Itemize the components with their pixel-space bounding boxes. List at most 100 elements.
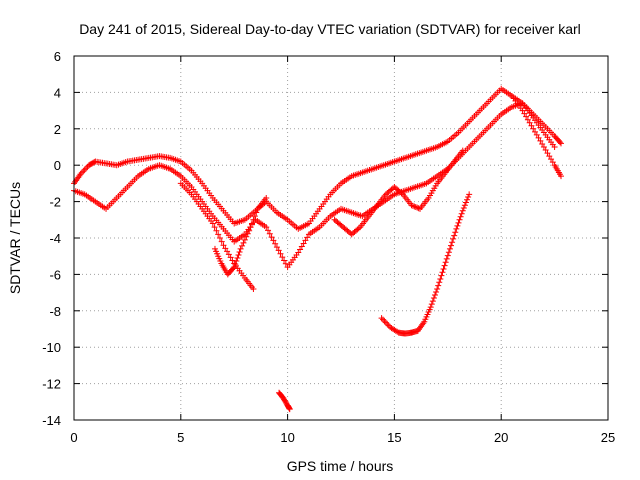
data-point (443, 255, 450, 262)
data-point (521, 110, 528, 117)
data-point (442, 259, 449, 266)
data-point (533, 131, 540, 138)
y-tick-label: 6 (54, 49, 61, 64)
data-point (455, 219, 462, 226)
data-point (266, 230, 273, 237)
data-point (441, 262, 448, 269)
data-point (302, 237, 309, 244)
series-track-isolated (276, 389, 293, 413)
series-track-late-spur (508, 93, 565, 180)
data-point (542, 147, 549, 154)
data-point (526, 119, 533, 126)
data-point (446, 245, 453, 252)
series-track-branch-b (211, 194, 270, 278)
data-point (297, 246, 304, 253)
y-tick-label: 0 (54, 158, 61, 173)
data-point (466, 191, 473, 198)
data-point (431, 292, 438, 299)
data-point (243, 233, 250, 240)
data-point (414, 204, 421, 211)
data-point (459, 147, 466, 154)
y-tick-label: -8 (49, 304, 61, 319)
data-point (216, 235, 223, 241)
data-point (281, 257, 288, 264)
data-point (452, 229, 459, 236)
y-tick-label: 4 (54, 85, 61, 100)
y-tick-label: 2 (54, 122, 61, 137)
data-point (250, 285, 257, 292)
data-point (215, 231, 222, 238)
data-point (231, 264, 238, 271)
data-point (434, 285, 441, 292)
data-point (304, 234, 311, 241)
data-point (530, 125, 537, 132)
data-point (445, 249, 452, 256)
data-point (222, 245, 229, 252)
data-point (460, 204, 467, 211)
x-tick-label: 25 (601, 430, 615, 445)
tick-labels: 0 5 10 15 20 25 -14 -12 -10 -8 -6 -4 -2 0 2 4 6 (42, 49, 615, 445)
data-point (209, 220, 216, 227)
data-point (532, 128, 539, 135)
data-point (433, 288, 440, 295)
data-point (415, 205, 422, 212)
data-point (253, 209, 260, 216)
data-point (398, 190, 405, 197)
data-point (229, 257, 236, 264)
data-point (277, 250, 284, 257)
series-track-main-upper (71, 85, 565, 232)
y-tick-label: -4 (49, 231, 61, 246)
data-point (240, 239, 247, 246)
data-point (83, 165, 90, 172)
data-point (444, 252, 451, 259)
data-point (224, 248, 231, 255)
data-point (544, 150, 551, 157)
data-point (519, 107, 526, 114)
data-point (540, 144, 547, 150)
data-point (451, 232, 458, 239)
data-point (235, 251, 242, 258)
series-track-main-lower (71, 100, 558, 271)
x-tick-label: 20 (494, 430, 508, 445)
data-point (81, 166, 88, 173)
data-point (273, 244, 280, 251)
data-point (558, 173, 565, 180)
data-point (523, 113, 530, 120)
data-point (459, 207, 466, 214)
data-points (71, 85, 565, 413)
data-point (282, 260, 289, 267)
data-point (263, 194, 270, 201)
x-tick-label: 0 (70, 430, 77, 445)
data-point (439, 269, 446, 276)
data-point (268, 234, 275, 241)
data-point (450, 235, 457, 242)
data-point (220, 242, 227, 249)
data-point (462, 199, 469, 206)
data-point (211, 224, 218, 231)
data-point (295, 249, 302, 256)
y-tick-label: -2 (49, 195, 61, 210)
data-point (449, 239, 456, 246)
data-point (437, 275, 444, 282)
data-point (225, 251, 232, 258)
y-tick-label: -10 (42, 340, 61, 355)
data-point (535, 134, 542, 141)
y-tick-label: -6 (49, 267, 61, 282)
data-point (428, 301, 435, 308)
data-point (549, 159, 556, 166)
data-point (234, 255, 241, 262)
data-point (232, 261, 239, 268)
data-point (247, 224, 254, 231)
x-tick-label: 15 (387, 430, 401, 445)
data-point (453, 225, 460, 232)
data-point (430, 295, 437, 302)
data-point (270, 237, 277, 244)
series-track-branch-a (177, 180, 257, 292)
data-point (384, 321, 391, 328)
chart-title: Day 241 of 2015, Sidereal Day-to-day VTE… (79, 21, 581, 37)
data-point (464, 196, 471, 203)
data-point (237, 245, 244, 252)
data-point (249, 220, 255, 227)
data-point (412, 204, 419, 211)
